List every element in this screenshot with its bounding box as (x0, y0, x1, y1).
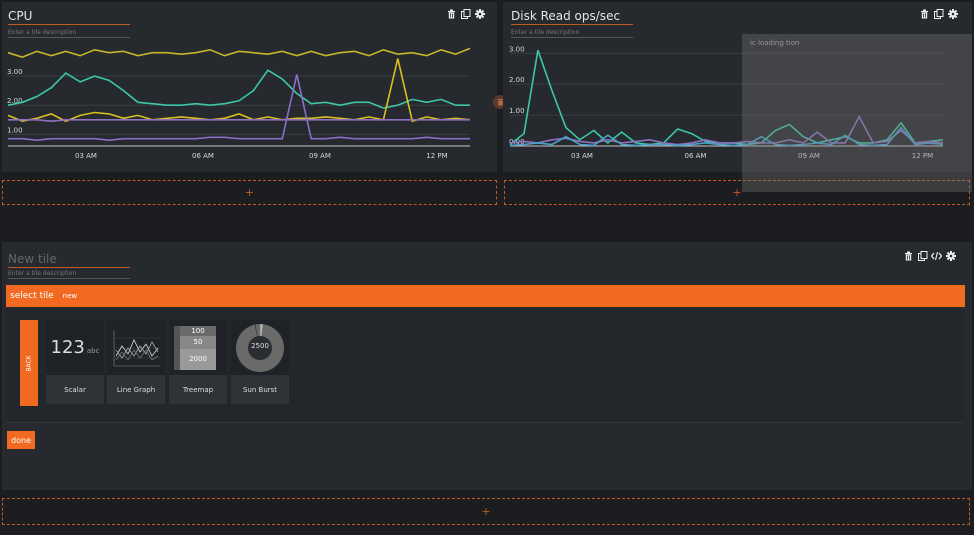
sun-burst-thumbnail-icon (236, 323, 284, 372)
title-underline (8, 24, 130, 25)
copy-icon[interactable] (933, 8, 944, 19)
card-label: Line Graph (116, 385, 156, 394)
description-underline (8, 278, 130, 279)
treemap-cell: 50 (180, 335, 216, 349)
back-button[interactable]: BACK (20, 320, 38, 406)
treemap-cell: 100 (180, 325, 216, 336)
y-tick-label: 2.00 (509, 76, 525, 84)
y-tick-label: 1.00 (509, 107, 525, 115)
tile-title[interactable]: CPU (8, 9, 33, 23)
scalar-number: 123 (50, 337, 85, 358)
code-icon[interactable] (931, 250, 942, 261)
title-underline (511, 24, 633, 25)
y-tick-label: 1.00 (7, 126, 23, 134)
treemap-cell: 2000 (180, 348, 216, 370)
x-tick-label: 06 AM (192, 152, 214, 160)
add-tile-zone[interactable]: + (2, 498, 970, 525)
gear-icon[interactable] (947, 8, 958, 19)
y-tick-label: 2.00 (7, 97, 23, 105)
card-label: Sun Burst (242, 385, 278, 394)
cpu-line-chart: 1.00 2.00 3.00 03 AM 06 AM 09 AM 12 PM (7, 47, 471, 160)
title-underline (8, 267, 130, 268)
series-line (509, 126, 944, 147)
series-line (7, 58, 471, 123)
treemap-card[interactable]: 100 50 2000 Treemap (169, 320, 227, 404)
tile-toolbar (903, 250, 956, 261)
x-tick-label: 03 AM (75, 152, 97, 160)
trash-icon[interactable] (446, 8, 457, 19)
scalar-card[interactable]: 123 abc Scalar (46, 320, 104, 404)
disk-read-tile: Disk Read ops/sec Enter a tile descripti… (503, 2, 972, 172)
add-tile-zone[interactable]: + (504, 180, 970, 205)
description-underline (8, 37, 130, 38)
add-icon: + (732, 186, 742, 199)
description-underline (511, 37, 633, 38)
trash-icon[interactable] (903, 250, 914, 261)
tile-description[interactable]: Enter a tile description (8, 29, 77, 36)
line-graph-thumbnail-icon (113, 329, 160, 366)
y-tick-label: 3.00 (7, 68, 23, 76)
series-line (7, 47, 471, 58)
gear-icon[interactable] (474, 8, 485, 19)
x-tick-label: 12 PM (912, 152, 933, 160)
line-graph-card[interactable]: Line Graph (107, 320, 165, 404)
sun-burst-card[interactable]: 2500 Sun Burst (231, 320, 289, 404)
sun-burst-center-value: 2500 (251, 342, 269, 350)
tile-type-panel (6, 309, 965, 423)
sun-burst-preview: 2500 (231, 320, 289, 375)
scalar-sub: abc (86, 346, 100, 355)
series-line (7, 69, 470, 109)
new-tile-title-input[interactable]: New tile (8, 252, 57, 266)
series-line (8, 74, 470, 142)
trash-icon[interactable] (919, 8, 930, 19)
new-tile: New tile Enter a tile description select… (2, 242, 972, 490)
x-tick-label: 03 AM (571, 152, 593, 160)
x-tick-label: 12 PM (426, 152, 447, 160)
scalar-preview: 123 abc (46, 320, 104, 375)
y-tick-label: 3.00 (509, 45, 525, 53)
card-label: Scalar (64, 385, 86, 394)
copy-icon[interactable] (917, 250, 928, 261)
tile-description[interactable]: Enter a tile description (511, 29, 580, 36)
x-tick-label: 09 AM (309, 152, 331, 160)
x-tick-label: 06 AM (685, 152, 707, 160)
cpu-tile: CPU Enter a tile description 1.00 2.00 3.0… (2, 2, 497, 172)
treemap-thumbnail-icon: 100 50 2000 (174, 325, 216, 370)
copy-icon[interactable] (460, 8, 471, 19)
treemap-preview: 100 50 2000 (169, 320, 227, 375)
new-tile-description-input[interactable]: Enter a tile description (8, 270, 77, 277)
add-tile-zone[interactable]: + (2, 180, 497, 205)
tile-toolbar (919, 8, 958, 19)
add-icon: + (244, 186, 255, 199)
select-tile-label: select tile (10, 291, 54, 301)
line-graph-preview (107, 320, 165, 375)
select-tile-bar: select tile new (6, 285, 965, 307)
series-line (509, 114, 944, 146)
back-label: BACK (25, 354, 33, 372)
tile-title[interactable]: Disk Read ops/sec (511, 9, 621, 23)
trash-icon (497, 99, 503, 106)
loading-text: ic loading tion (750, 39, 800, 47)
gear-icon[interactable] (945, 250, 956, 261)
card-label: Treemap (182, 385, 214, 394)
new-tag: new (62, 292, 78, 300)
series-line (8, 119, 470, 123)
done-button[interactable]: done (7, 431, 35, 449)
add-icon: + (481, 505, 491, 518)
treemap-side-strip (174, 325, 180, 370)
tile-toolbar (446, 8, 485, 19)
x-tick-label: 09 AM (798, 152, 820, 160)
loading-overlay: ic loading tion (742, 34, 972, 192)
